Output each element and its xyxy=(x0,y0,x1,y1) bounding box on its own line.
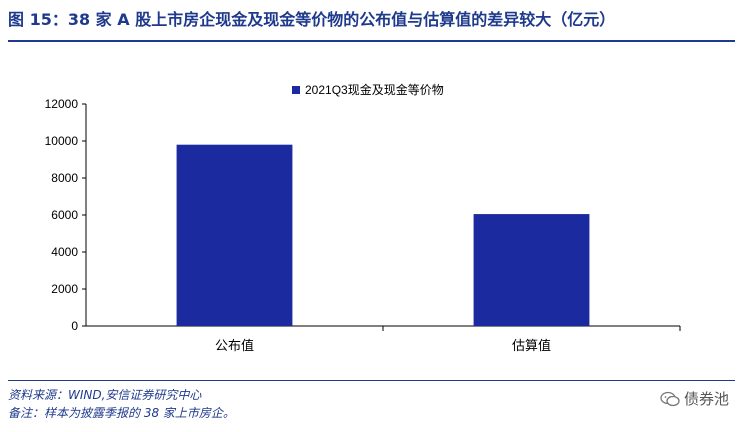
bar xyxy=(473,214,590,326)
y-tick-label: 6000 xyxy=(51,208,78,222)
y-tick-label: 12000 xyxy=(45,97,79,111)
footnotes: 资料来源：WIND,安信证券研究中心 备注：样本为披露季报的 38 家上市房企。 xyxy=(8,386,235,422)
y-tick-label: 2000 xyxy=(51,282,78,296)
footer-rule xyxy=(8,380,735,381)
wechat-icon xyxy=(660,391,680,406)
y-tick-label: 10000 xyxy=(45,134,79,148)
y-tick-label: 8000 xyxy=(51,171,78,185)
chart-bars xyxy=(176,144,590,326)
y-tick-label: 0 xyxy=(71,319,78,333)
legend-label: 2021Q3现金及现金等价物 xyxy=(305,82,444,97)
chart-legend: 2021Q3现金及现金等价物 xyxy=(292,82,444,97)
figure-title: 图 15：38 家 A 股上市房企现金及现金等价物的公布值与估算值的差异较大（亿… xyxy=(8,10,616,29)
sample-note: 备注：样本为披露季报的 38 家上市房企。 xyxy=(8,406,235,420)
x-tick-labels: 公布值 估算值 xyxy=(215,338,551,353)
y-tick-label: 4000 xyxy=(51,245,78,259)
x-tick-label: 公布值 xyxy=(215,338,254,353)
title-rule xyxy=(8,40,735,42)
bar xyxy=(176,144,293,326)
watermark: 债券池 xyxy=(660,388,729,409)
watermark-text: 债券池 xyxy=(683,390,729,408)
legend-swatch xyxy=(292,86,300,94)
source-note: 资料来源：WIND,安信证券研究中心 xyxy=(8,388,202,402)
bar-chart: 2021Q3现金及现金等价物 0 2000 4000 6000 8000 10000 120… xyxy=(45,82,681,353)
x-tick-label: 估算值 xyxy=(512,338,551,353)
